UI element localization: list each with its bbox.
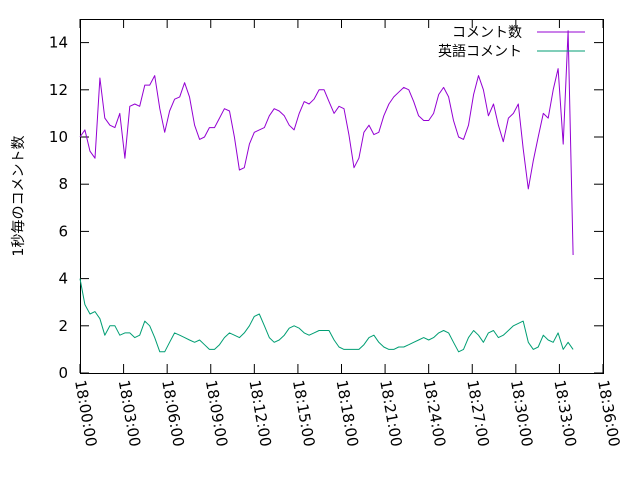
axis-ticks: 0 2 4 6 8 10 12 14 18:00:00 18:03:00 18:06:00 18:09… xyxy=(49,19,623,448)
series-line-1 xyxy=(79,30,574,256)
y-tick-label: 0 xyxy=(58,364,68,382)
y-tick-label: 6 xyxy=(58,222,68,240)
x-tick-label: 18:30:00 xyxy=(507,379,536,448)
x-tick-label: 18:03:00 xyxy=(115,379,144,448)
legend-label: コメント数 xyxy=(452,25,522,41)
y-tick-label: 8 xyxy=(58,175,68,193)
legend-label: 英語コメント xyxy=(438,43,522,60)
x-tick-label: 18:06:00 xyxy=(158,379,187,448)
x-tick-label: 18:18:00 xyxy=(333,379,362,448)
x-tick-label: 18:09:00 xyxy=(202,379,231,448)
y-tick-label: 14 xyxy=(49,34,68,52)
x-tick-label: 18:15:00 xyxy=(289,379,318,448)
y-tick-label: 12 xyxy=(49,81,68,99)
y-tick-label: 2 xyxy=(58,317,68,335)
x-tick-label: 18:33:00 xyxy=(550,379,579,448)
x-tick-label: 18:27:00 xyxy=(463,379,492,448)
y-tick-label: 4 xyxy=(58,270,68,288)
x-tick-label: 18:00:00 xyxy=(71,379,100,448)
plot-frame xyxy=(80,19,604,374)
y-axis-title: 1秒毎のコメント数 xyxy=(11,136,27,257)
y-tick-label: 10 xyxy=(49,128,68,146)
series-line-2 xyxy=(79,278,574,353)
x-tick-label: 18:24:00 xyxy=(420,379,449,448)
series-lines xyxy=(79,30,574,353)
x-tick-label: 18:36:00 xyxy=(594,379,623,448)
x-tick-label: 18:21:00 xyxy=(376,379,405,448)
x-tick-label: 18:12:00 xyxy=(245,379,274,448)
